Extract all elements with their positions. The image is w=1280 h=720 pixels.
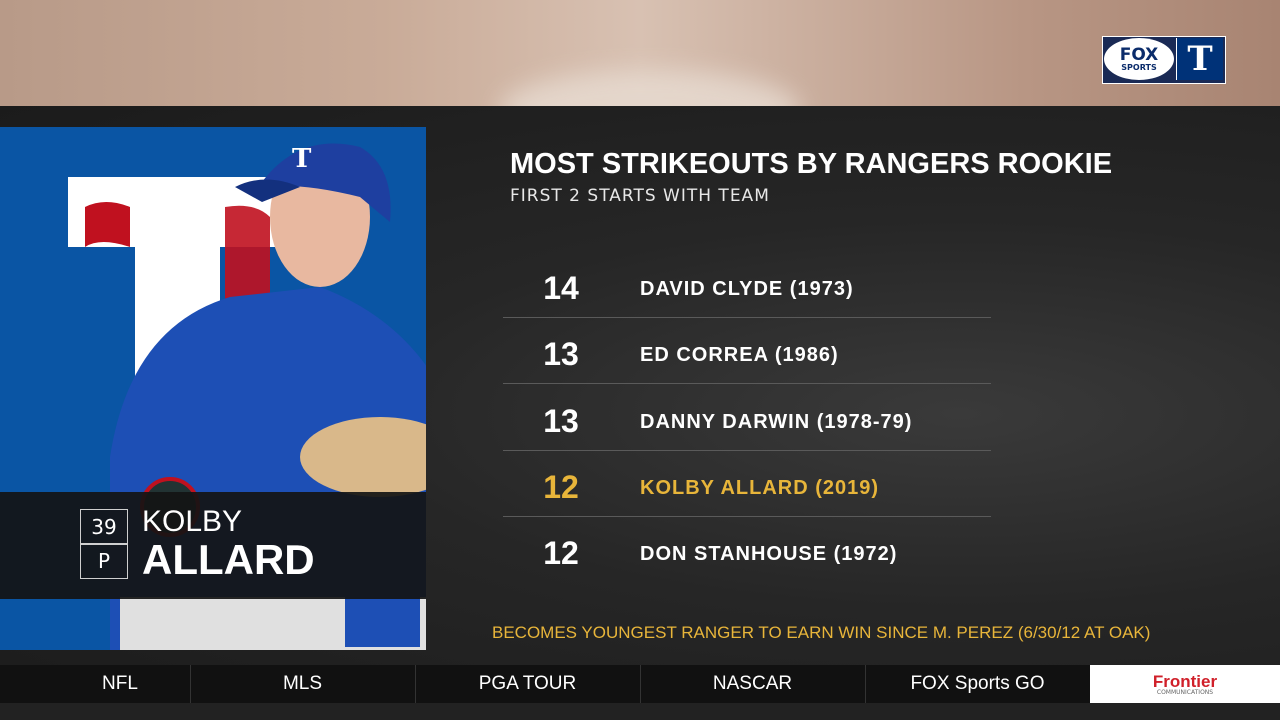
row-separator — [503, 317, 991, 318]
network-logo: FOX SPORTS — [1104, 38, 1174, 80]
title: MOST STRIKEOUTS BY RANGERS ROOKIE — [510, 148, 1113, 180]
logo-text: SPORTS — [1121, 62, 1157, 72]
nav-item[interactable]: NASCAR — [640, 665, 866, 703]
subtitle: FIRST 2 STARTS WITH TEAM — [510, 186, 770, 206]
sponsor-name: Frontier — [1152, 671, 1218, 691]
row-separator — [503, 383, 991, 385]
sponsor: Frontier COMMUNICATIONS — [1090, 665, 1280, 703]
last-name: ALLARD — [142, 536, 315, 583]
first-name: KOLBY — [142, 505, 243, 538]
svg-text:T: T — [292, 144, 312, 174]
row-value: 14 — [543, 270, 579, 306]
row-separator — [503, 515, 991, 517]
nav-item[interactable]: FOX Sports GO — [865, 665, 1091, 703]
player-photo: T — [0, 127, 426, 650]
sponsor-sub: COMMUNICATIONS — [1156, 688, 1214, 696]
position: P — [80, 543, 128, 579]
row-name: DANNY DARWIN (1978-79) — [640, 410, 913, 433]
jersey-number: 39 — [80, 509, 128, 545]
nav-item[interactable]: PGA TOUR — [415, 665, 641, 703]
row-value: 13 — [543, 402, 579, 439]
team-logo: T — [1176, 38, 1223, 80]
footnote: BECOMES YOUNGEST RANGER TO EARN WIN SINC… — [492, 623, 1151, 642]
row-separator — [503, 449, 991, 451]
row-value: 12 — [543, 468, 579, 505]
row-value: 12 — [543, 535, 579, 572]
row-name: KOLBY ALLARD (2019) — [640, 476, 880, 499]
row-value: 13 — [543, 336, 579, 373]
name-plate — [0, 492, 426, 599]
row-name: ED CORREA (1986) — [640, 344, 839, 367]
nav-item[interactable]: MLS — [190, 665, 416, 703]
row-name: DAVID CLYDE (1973) — [640, 278, 854, 300]
logo-text: FOX — [1119, 44, 1159, 65]
nav-bottom — [0, 703, 1280, 720]
nav-item[interactable]: NFL — [50, 665, 191, 703]
row-name: DON STANHOUSE (1972) — [640, 543, 898, 566]
